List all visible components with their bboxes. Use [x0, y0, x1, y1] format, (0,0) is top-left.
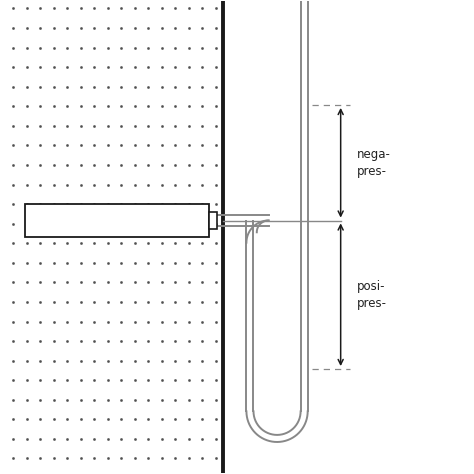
Bar [209, 212, 217, 229]
Text: nega-
pres-: nega- pres- [357, 148, 391, 178]
Bar [25, 203, 209, 237]
Text: posi-
pres-: posi- pres- [357, 280, 387, 310]
